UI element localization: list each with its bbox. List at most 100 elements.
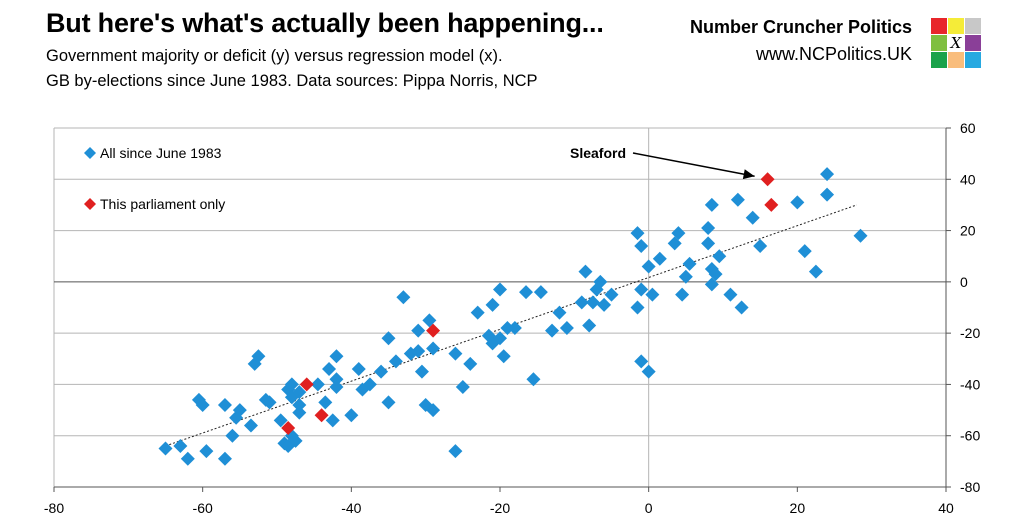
data-point (701, 221, 716, 236)
data-point (853, 228, 868, 243)
data-point (630, 226, 645, 241)
data-point (173, 438, 188, 453)
data-point-this-parliament (281, 421, 296, 436)
data-point (675, 287, 690, 302)
data-point (634, 354, 649, 369)
x-tick-label: -60 (193, 500, 213, 516)
data-point (388, 354, 403, 369)
data-point (820, 167, 835, 182)
data-point (381, 331, 396, 346)
data-point (158, 441, 173, 456)
data-point (552, 305, 567, 320)
brand-url: www.NCPolitics.UK (755, 44, 912, 64)
data-point (745, 210, 760, 225)
x-tick-label: 40 (938, 500, 954, 516)
data-point (820, 187, 835, 202)
y-tick-label: -60 (960, 428, 980, 444)
data-point-this-parliament (314, 408, 329, 423)
data-point (634, 282, 649, 297)
x-tick-label: 0 (645, 500, 653, 516)
data-point (526, 372, 541, 387)
data-point (217, 397, 232, 412)
data-point (426, 403, 441, 418)
x-tick-label: -80 (44, 500, 64, 516)
data-point (288, 433, 303, 448)
data-point (199, 444, 214, 459)
data-point (645, 287, 660, 302)
axes: 60 40 20 0 -20 -40 -60 -80 -80 -60 -40 -20 0 20 40 (44, 120, 981, 516)
data-point (292, 405, 307, 420)
data-point (292, 385, 307, 400)
data-point (753, 238, 768, 253)
data-point (351, 362, 366, 377)
data-point-this-parliament (426, 323, 441, 338)
data-point (217, 451, 232, 466)
y-tick-label: 40 (960, 171, 976, 187)
data-point (325, 413, 340, 428)
logo-cell (948, 18, 964, 34)
chart-subtitle-line1: Government majority or deficit (y) versu… (46, 47, 503, 65)
data-point (712, 249, 727, 264)
data-point (797, 244, 812, 259)
data-point (671, 226, 686, 241)
data-point (493, 331, 507, 346)
logo-cell (965, 18, 981, 34)
data-point (247, 356, 262, 371)
data-point (678, 269, 693, 284)
data-point (322, 362, 337, 377)
annotation-arrow-line (632, 152, 755, 178)
y-tick-label: -80 (960, 479, 980, 495)
data-point (701, 236, 716, 251)
data-point-this-parliament (760, 172, 775, 187)
data-point (374, 364, 389, 379)
data-point (414, 364, 429, 379)
data-point (262, 395, 277, 410)
logo-cell (931, 35, 947, 51)
data-point (310, 377, 325, 392)
legend-label: All since June 1983 (100, 145, 222, 161)
data-point (225, 428, 240, 443)
data-point (318, 395, 333, 410)
data-point (273, 413, 288, 428)
data-point (448, 444, 463, 459)
data-point (790, 195, 805, 210)
chart-subtitle-line2: GB by-elections since June 1983. Data so… (46, 72, 538, 90)
logo-cell (965, 35, 981, 51)
logo-letter: X (950, 34, 962, 52)
annotation-arrowhead (742, 169, 755, 180)
data-point (578, 264, 593, 279)
annotation-label: Sleaford (570, 145, 626, 161)
data-point (463, 356, 478, 371)
x-tick-label: 20 (790, 500, 806, 516)
x-tick-label: -40 (341, 500, 361, 516)
data-point (485, 297, 500, 312)
data-point (574, 295, 589, 310)
data-point (292, 397, 307, 412)
y-tick-label: -40 (960, 376, 980, 392)
data-point (426, 341, 441, 356)
data-point (344, 408, 359, 423)
y-tick-label: 20 (960, 223, 976, 239)
data-point (708, 267, 723, 282)
gridlines (53, 127, 946, 487)
data-point (634, 238, 649, 253)
data-point (682, 256, 697, 271)
logo-cell-letter: X (948, 34, 964, 52)
data-point (641, 364, 656, 379)
data-point (585, 295, 600, 310)
data-point-this-parliament (299, 377, 314, 392)
data-point (519, 285, 534, 300)
logo-cell (965, 52, 981, 68)
y-tick-label: -20 (960, 325, 980, 341)
data-point (470, 305, 485, 320)
data-point (730, 192, 745, 207)
y-tick-label: 0 (960, 274, 968, 290)
data-point (533, 285, 548, 300)
data-point (195, 397, 210, 412)
legend-label: This parliament only (100, 196, 225, 212)
data-point (593, 274, 608, 289)
data-point (448, 346, 463, 361)
data-point (243, 418, 258, 433)
logo-cell (931, 52, 947, 68)
